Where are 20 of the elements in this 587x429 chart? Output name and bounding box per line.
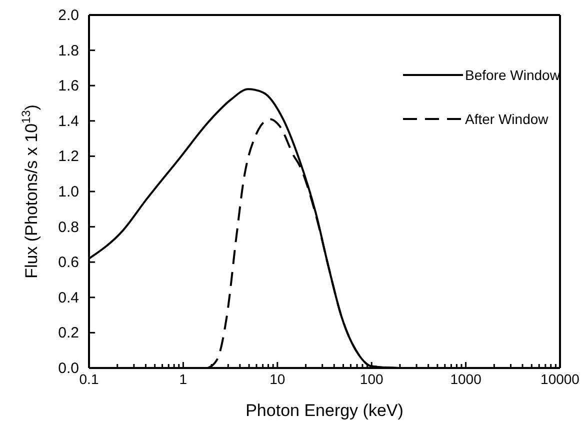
y-tick-label: 0.2 [58,324,79,342]
x-tick-label: 1 [179,371,188,387]
x-tick-label: 1000 [450,371,482,387]
y-tick-label: 1.0 [58,184,79,200]
y-tick-label: 1.8 [58,42,79,60]
y-tick-label: 1.2 [58,148,79,166]
legend-label: Before Window [465,67,560,83]
y-tick-label: 2.0 [58,7,79,24]
x-tick-label: 0.1 [79,371,99,387]
x-axis-title: Photon Energy (keV) [246,401,404,420]
x-tick-label: 100 [360,371,384,387]
y-tick-label: 0.4 [58,289,79,306]
legend-label: After Window [465,111,548,127]
y-tick-label: 1.4 [58,112,79,130]
y-tick-label: 1.6 [58,78,79,95]
y-tick-label: 0.6 [58,254,79,272]
y-tick-label: 0.8 [58,218,79,236]
x-tick-label: 10000 [540,371,580,387]
y-tick-label: 0.0 [58,360,79,377]
x-tick-label: 10 [270,371,286,387]
